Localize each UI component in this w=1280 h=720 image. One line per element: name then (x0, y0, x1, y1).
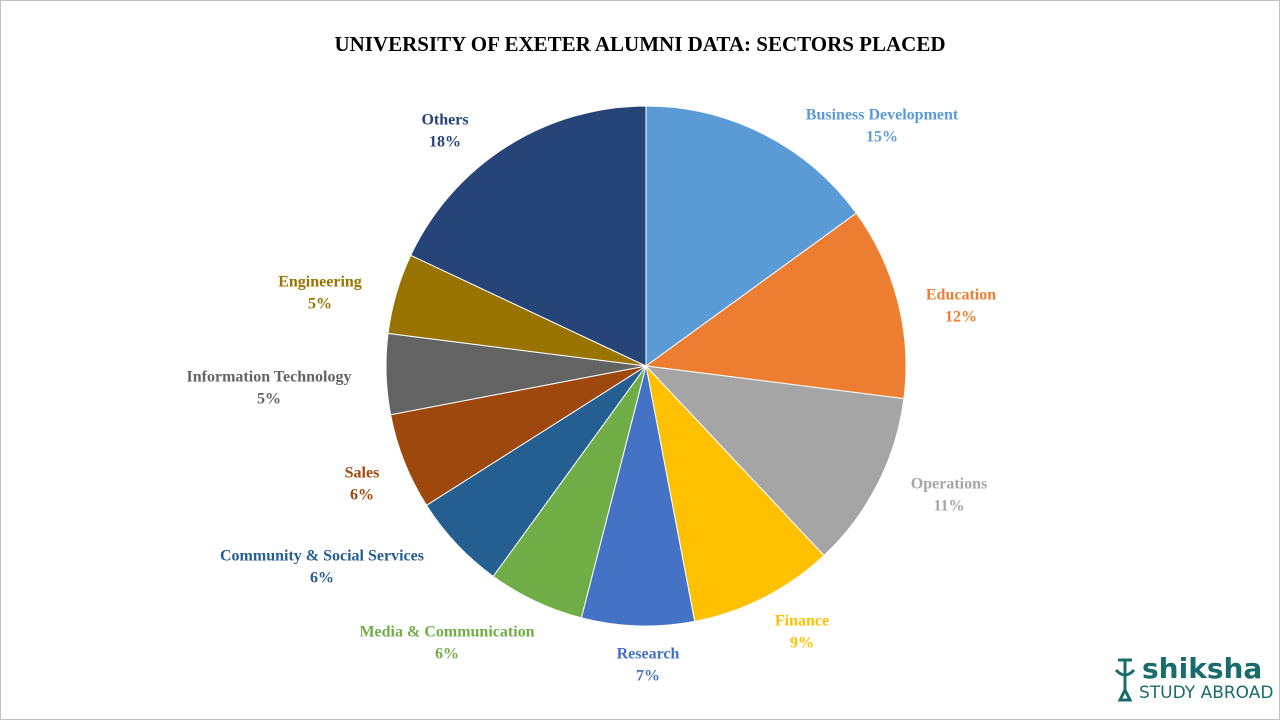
slice-value-label: 18% (429, 134, 461, 151)
slice-label: Engineering (278, 274, 362, 291)
slice-label: Sales (345, 465, 380, 482)
pie-slice (580, 365, 696, 627)
slice-label: Others (421, 112, 468, 129)
slice-value-label: 12% (945, 309, 977, 326)
slice-value-label: 15% (866, 129, 898, 146)
slice-label: Research (617, 646, 680, 663)
pie-slice (645, 105, 858, 367)
slice-label: Information Technology (187, 369, 352, 386)
slice-label: Education (926, 287, 996, 304)
slice-value-label: 6% (350, 487, 374, 504)
pie-slice (644, 212, 907, 400)
slice-value-label: 7% (636, 668, 660, 685)
slice-label: Operations (911, 476, 987, 493)
logo-tagline: STUDY ABROAD (1139, 683, 1273, 703)
slice-label: Finance (775, 613, 829, 630)
slice-value-label: 6% (310, 570, 334, 587)
pie-slice (645, 364, 825, 622)
slice-label: Business Development (806, 107, 959, 124)
slice-value-label: 11% (933, 498, 964, 515)
slice-value-label: 9% (790, 635, 814, 652)
slice-label: Community & Social Services (220, 548, 424, 565)
slice-value-label: 5% (308, 296, 332, 313)
slice-label: Media & Communication (359, 624, 534, 641)
pie-slice (410, 105, 647, 367)
logo-icon (1114, 658, 1136, 702)
chart-title: UNIVERSITY OF EXETER ALUMNI DATA: SECTOR… (334, 32, 945, 56)
logo: shiksha STUDY ABROAD (1114, 652, 1273, 703)
logo-name: shiksha (1142, 652, 1262, 685)
slice-value-label: 5% (257, 391, 281, 408)
pie-slice (644, 365, 905, 557)
slice-value-label: 6% (435, 646, 459, 663)
